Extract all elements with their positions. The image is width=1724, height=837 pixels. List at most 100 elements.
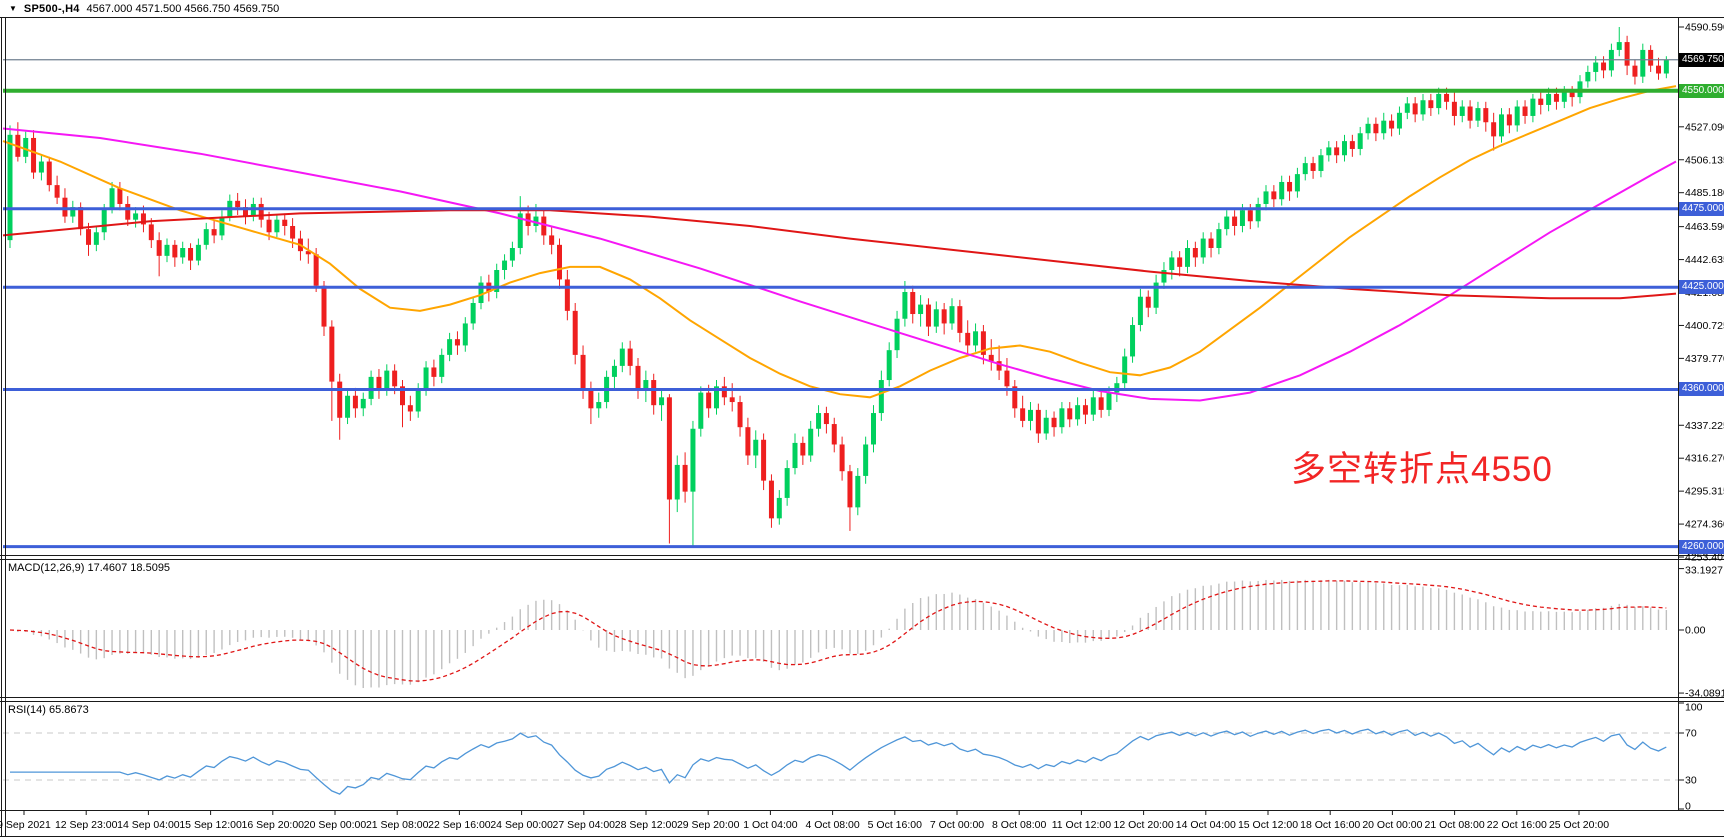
candle-body <box>666 397 672 500</box>
candle-body <box>352 395 358 409</box>
candle-body <box>957 306 963 333</box>
time-label: 25 Oct 20:00 <box>1549 819 1609 831</box>
candle-body <box>266 219 272 233</box>
candle-body <box>1632 65 1638 77</box>
candle-body <box>973 331 979 346</box>
candle-body <box>1451 101 1457 116</box>
price-tick-label: 4463.590 <box>1685 221 1724 233</box>
rsi-axis-label: 70 <box>1685 728 1697 740</box>
candle-body <box>235 200 241 208</box>
ma-slow-red <box>2 209 1677 300</box>
candle-body <box>1436 93 1442 109</box>
candle-body <box>682 464 688 492</box>
candle-body <box>1561 92 1567 102</box>
candle-body <box>494 270 500 293</box>
candle-body <box>1200 238 1206 258</box>
candle-body <box>313 254 319 286</box>
candle-body <box>1185 247 1190 267</box>
candle-body <box>1601 62 1607 71</box>
candle-body <box>337 381 343 418</box>
candle-body <box>502 260 508 271</box>
candle-body <box>290 225 296 239</box>
candle-body <box>1648 49 1654 66</box>
candle-body <box>541 216 547 236</box>
rsi-indicator-label: RSI(14) 65.8673 <box>8 704 89 716</box>
candle-body <box>1239 210 1245 226</box>
candle-body <box>140 213 146 225</box>
candle-body <box>831 424 837 445</box>
time-label: 4 Oct 08:00 <box>805 819 859 831</box>
candle-body <box>447 339 453 355</box>
ma-fast-orange <box>2 85 1677 399</box>
time-label: 11 Oct 12:00 <box>1052 819 1112 831</box>
candle-body <box>902 292 908 319</box>
macd-indicator-label: MACD(12,26,9) 17.4607 18.5095 <box>8 562 171 574</box>
price-tick-label: 4527.090 <box>1685 121 1724 133</box>
candle-body <box>721 386 727 398</box>
price-tick-label: 4379.770 <box>1685 353 1724 365</box>
candle-body <box>1357 133 1363 149</box>
candle-body <box>1640 49 1646 77</box>
candle-body <box>1130 325 1136 357</box>
candle-body <box>886 350 892 381</box>
candle-body <box>1263 191 1269 204</box>
candle-body <box>23 137 29 157</box>
candle-body <box>1106 392 1112 410</box>
price-tick-label: 4337.225 <box>1685 420 1724 432</box>
price-tick-label: 4506.135 <box>1685 154 1724 166</box>
symbol-period-label: SP500-,H4 <box>23 2 80 15</box>
candle-body <box>965 332 971 346</box>
chart-title-bar: ▼ SP500-,H4 4567.000 4571.500 4566.750 4… <box>0 0 1724 17</box>
candle-body <box>737 402 743 428</box>
candle-body <box>454 339 460 346</box>
ma-mid-magenta <box>2 127 1677 402</box>
rsi-axis-label: 30 <box>1685 775 1697 787</box>
candle-body <box>243 207 248 217</box>
candle-body <box>101 208 107 233</box>
candle-body <box>1082 405 1088 415</box>
candle-body <box>611 365 617 377</box>
candle-body <box>533 216 539 226</box>
price-tick-label: 4316.270 <box>1685 453 1724 465</box>
candle-body <box>1412 103 1418 115</box>
candle-body <box>415 389 421 412</box>
candle-body <box>1310 163 1316 171</box>
candle-body <box>345 395 351 418</box>
symbol-dropdown-icon[interactable]: ▼ <box>9 3 17 13</box>
hline-4475-badge: 4475.000 <box>1679 201 1724 216</box>
candle-body <box>250 203 256 217</box>
candle-body <box>714 386 719 409</box>
time-label: 27 Sep 04:00 <box>553 819 616 831</box>
price-tick-label: 4253.405 <box>1685 552 1724 564</box>
candle-body <box>949 306 955 324</box>
candle-body <box>1318 155 1324 171</box>
candle-body <box>376 376 382 390</box>
candle-body <box>761 439 767 481</box>
candle-body <box>1216 229 1222 248</box>
candle-body <box>1396 112 1402 129</box>
candle-body <box>1365 123 1371 134</box>
candle-body <box>1381 120 1387 134</box>
candle-body <box>462 323 468 346</box>
candle-body <box>1585 71 1591 82</box>
candle-body <box>1444 93 1450 102</box>
candle-body <box>305 251 311 255</box>
time-label: 14 Sep 04:00 <box>117 819 180 831</box>
candle-body <box>211 229 217 236</box>
candle-body <box>1506 114 1512 126</box>
candle-body <box>1035 409 1041 434</box>
candle-body <box>109 188 115 209</box>
candle-body <box>321 285 327 327</box>
candle-body <box>918 304 924 315</box>
time-label: 21 Oct 08:00 <box>1425 819 1485 831</box>
candle-body <box>86 229 91 245</box>
time-label: 9 Sep 2021 <box>0 819 51 831</box>
candle-body <box>70 207 76 217</box>
time-label: 15 Oct 12:00 <box>1238 819 1298 831</box>
candle-body <box>816 413 822 429</box>
macd-axis-label: 0.00 <box>1685 625 1706 637</box>
candle-body <box>1522 106 1528 116</box>
candle-body <box>1546 93 1552 105</box>
